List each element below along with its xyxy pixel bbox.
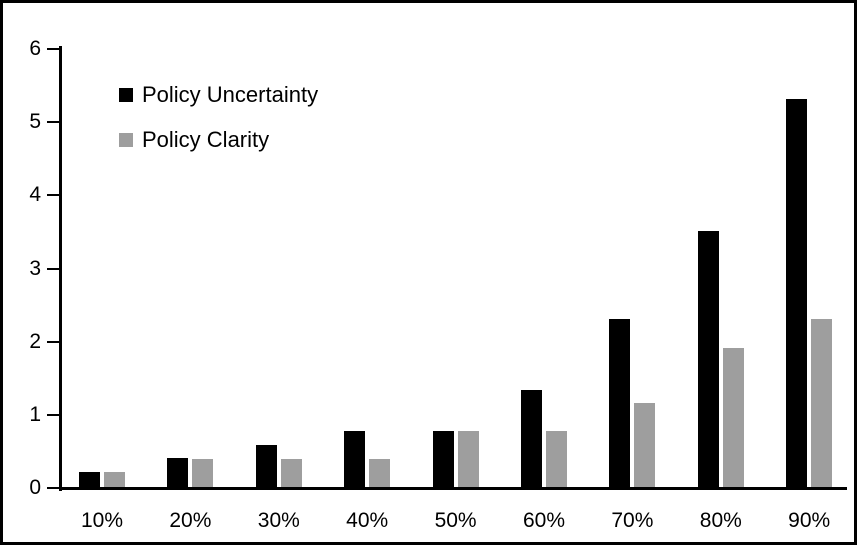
x-tick-label: 50% <box>434 509 477 532</box>
y-tick-label: 3 <box>29 256 41 280</box>
y-tick-label: 2 <box>29 329 41 353</box>
bar-policy-uncertainty <box>79 472 100 487</box>
legend-swatch-gray <box>119 133 133 147</box>
y-tick-mark <box>47 340 59 343</box>
legend-swatch-black <box>119 88 133 102</box>
x-tick-label: 60% <box>522 509 566 532</box>
x-tick-label: 30% <box>257 509 300 532</box>
y-tick-label: 5 <box>29 110 41 134</box>
y-tick-mark <box>47 267 59 270</box>
bar-policy-uncertainty <box>432 430 454 487</box>
legend-item: Policy Clarity <box>119 129 318 151</box>
y-tick-label: 4 <box>29 183 41 207</box>
legend-item: Policy Uncertainty <box>119 84 318 106</box>
x-tick-label: 70% <box>611 509 654 532</box>
bar-policy-clarity <box>192 459 214 487</box>
bar-policy-uncertainty <box>697 230 719 487</box>
bar-policy-clarity <box>634 402 656 487</box>
y-axis-line <box>59 46 62 491</box>
y-tick-mark <box>47 194 59 197</box>
x-tick-label: 20% <box>169 509 212 532</box>
bar-policy-clarity <box>280 459 302 487</box>
bar-policy-clarity <box>104 472 125 487</box>
x-tick-label: 40% <box>346 509 389 532</box>
y-tick-label: 0 <box>29 476 41 499</box>
bar-policy-uncertainty <box>609 318 631 487</box>
bar-policy-uncertainty <box>786 99 808 487</box>
x-tick-label: 80% <box>699 509 742 532</box>
x-tick-label: 10% <box>80 509 124 532</box>
legend-label: Policy Clarity <box>142 127 270 152</box>
bar-policy-uncertainty <box>344 430 366 487</box>
y-tick-mark <box>47 121 59 124</box>
bar-policy-clarity <box>369 459 391 487</box>
bar-policy-clarity <box>457 430 479 487</box>
y-tick-label: 6 <box>29 37 41 60</box>
bar-policy-uncertainty <box>255 445 277 487</box>
y-tick-mark <box>47 413 59 416</box>
bar-policy-uncertainty <box>167 457 189 487</box>
y-tick-mark <box>47 487 59 489</box>
bar-policy-clarity <box>811 318 833 487</box>
legend-label: Policy Uncertainty <box>142 82 319 107</box>
y-tick-label: 1 <box>29 402 41 426</box>
bar-policy-uncertainty <box>521 389 542 487</box>
y-tick-mark <box>47 48 59 50</box>
x-axis-line <box>59 487 847 490</box>
bar-policy-clarity <box>722 347 744 487</box>
legend: Policy Uncertainty Policy Clarity <box>119 84 318 174</box>
x-tick-label: 90% <box>788 509 831 532</box>
bar-policy-clarity <box>546 430 567 487</box>
